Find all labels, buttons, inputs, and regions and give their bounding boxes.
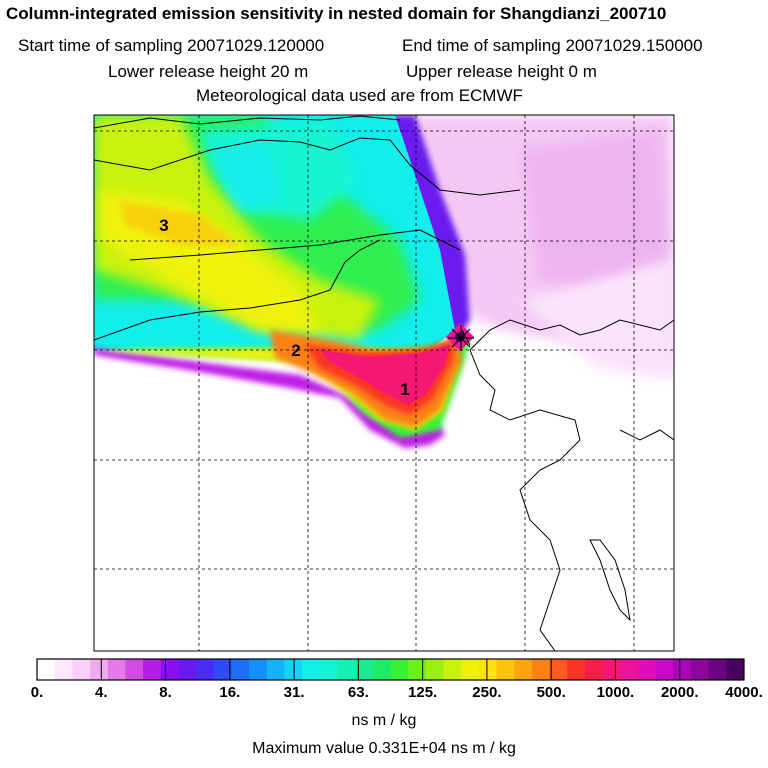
lower-release-height-label: Lower release height 20 m [108,62,309,81]
colorbar-frame [36,658,745,681]
colorbar-tick-label: 4000. [725,684,763,701]
colorbar-cell [302,659,321,680]
colorbar-cell [37,659,56,680]
colorbar-cell [531,659,551,680]
colorbar-cell [620,659,639,680]
release-location-marker [448,325,474,351]
colorbar-cell [726,659,745,680]
maximum-value-label: Maximum value 0.331E+04 ns m / kg [252,740,516,757]
colorbar-tick-label: 2000. [660,684,699,701]
colorbar-tick-label: 0. [30,684,44,701]
colorbar-cell [319,659,338,680]
end-time-label: End time of sampling 20071029.150000 [402,36,703,55]
colorbar-unit-label: ns m / kg [351,712,417,729]
colorbar-cell [514,659,533,680]
colorbar-cell [90,659,109,680]
colorbar-cell [408,659,427,680]
colorbar-tick-label: 1000. [596,684,635,701]
colorbar-cell [72,659,91,680]
colorbar-cell [461,659,480,680]
map-frame [93,114,675,652]
start-time-label: Start time of sampling 20071029.120000 [18,36,325,55]
colorbar-tick-label: 8. [159,684,172,701]
colorbar-tick-label: 500. [536,684,566,701]
colorbar-cell [655,659,674,680]
map-gridlines [94,115,674,651]
colorbar-cell [708,659,727,680]
colorbar-cell [143,659,162,680]
marker-1-label: 1 [400,380,409,399]
colorbar-cell [160,659,179,680]
marker-2-label: 2 [291,341,300,360]
colorbar-cell [337,659,356,680]
colorbar-cell [231,659,250,680]
colorbar-cell [567,659,586,680]
marker-3-label: 3 [159,216,168,235]
colorbar-tick-label: 16. [219,684,241,701]
colorbar-cell [496,659,515,680]
colorbar-cell [478,659,498,680]
colorbar-cell [584,659,604,680]
plot-title: Column-integrated emission sensitivity i… [6,4,667,23]
colorbar-cell [602,659,621,680]
colorbar-cell [107,659,126,680]
colorbar-cell [355,659,374,680]
colorbar-cell [196,659,215,680]
colorbar-tick-label: 125. [408,684,438,701]
colorbar-cell [372,659,391,680]
colorbar-tick-label: 4. [95,684,108,701]
map-coastlines [94,115,674,651]
colorbar-cell [178,659,197,680]
colorbar-cell [213,659,232,680]
colorbar-cell [249,659,268,680]
upper-release-height-label: Upper release height 0 m [406,62,597,81]
colorbar-tick-label: 250. [472,684,502,701]
colorbar-cell [443,659,462,680]
colorbar-cell [284,659,303,680]
colorbar-tick-label: 31. [283,684,305,701]
colorbar-tick-label: 63. [347,684,369,701]
colorbar-cell [266,659,285,680]
colorbar-cell [690,659,710,680]
colorbar-cell [425,659,445,680]
colorbar-cell [125,659,144,680]
colorbar-cells [37,659,745,680]
colorbar-cell [673,659,692,680]
colorbar-cell [54,659,73,680]
colorbar-cell [549,659,568,680]
meteorological-data-label: Meteorological data used are from ECMWF [196,86,523,105]
colorbar-cell [390,659,409,680]
colorbar-cell [637,659,657,680]
